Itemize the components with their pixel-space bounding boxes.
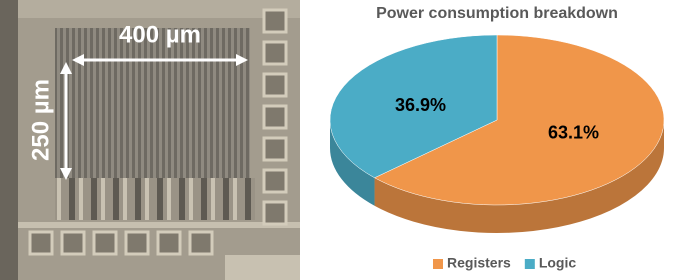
chart-title: Power consumption breakdown [376, 5, 618, 22]
legend-swatch [433, 259, 443, 269]
legend-label: Logic [539, 255, 577, 271]
height-label: 250 µm [27, 79, 54, 161]
pie-chart: 63.1% 36.9% Registers Logic [330, 35, 664, 271]
figure: 400 µm 250 µm Power consumption breakdow… [0, 0, 673, 280]
data-label: 36.9% [395, 95, 446, 115]
page: 400 µm 250 µm Power consumption breakdow… [0, 0, 673, 280]
die-photo: 400 µm 250 µm [0, 0, 300, 280]
data-label: 63.1% [548, 122, 599, 142]
legend-swatch [525, 259, 535, 269]
width-label: 400 µm [119, 21, 201, 48]
legend-label: Registers [447, 255, 511, 271]
